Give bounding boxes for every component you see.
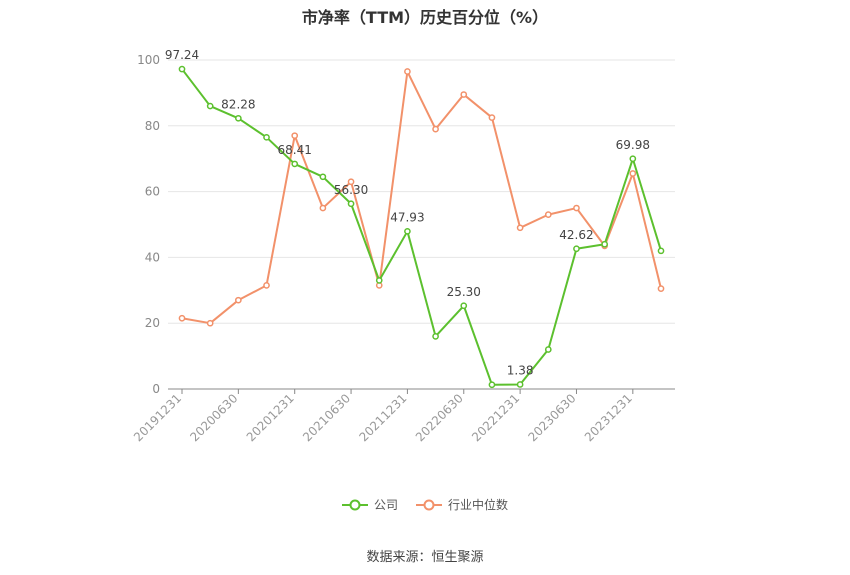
data-point-industry [460,91,468,98]
data-point-industry [657,285,665,293]
data-point-company [432,333,439,340]
data-label: 1.38 [507,363,534,377]
data-point-industry [347,178,355,186]
legend-industry-marker-icon [416,499,442,510]
data-point-industry [404,68,411,75]
y-tick-label: 80 [145,119,160,133]
data-point-industry [263,282,270,289]
data-label: 68.41 [278,143,312,157]
data-point-company [235,114,242,122]
legend-company-label: 公司 [373,498,398,512]
x-tick-label: 20230630 [526,391,579,444]
data-point-company [544,346,552,353]
data-point-company [488,381,496,389]
data-point-company [206,102,214,110]
x-tick-label: 20191231 [131,391,184,444]
data-point-company [629,155,637,163]
data-label: 69.98 [616,138,650,152]
data-point-industry [432,125,439,133]
y-tick-label: 100 [137,53,160,67]
data-point-company [291,160,299,168]
y-tick-label: 40 [145,250,160,264]
data-point-company [404,227,411,235]
data-point-company [657,247,665,255]
y-tick-label: 0 [152,382,160,396]
x-tick-label: 20201231 [244,391,297,444]
data-point-company [516,381,524,388]
x-tick-label: 20221231 [469,391,522,444]
data-point-company [319,173,327,181]
data-point-industry [488,114,496,121]
x-tick-label: 20200630 [187,391,240,444]
data-point-industry [206,319,214,327]
data-point-industry [235,296,242,304]
data-point-industry [178,314,186,322]
data-point-company [263,133,270,141]
x-tick-label: 20210630 [300,391,353,444]
data-point-company [573,245,580,253]
legend-company-marker-icon [341,499,368,510]
data-label: 25.30 [447,285,481,299]
y-tick-label: 60 [145,185,160,199]
data-point-company [178,65,186,73]
chart-title: 市净率（TTM）历史百分位（%） [301,8,549,27]
data-point-industry [319,204,327,212]
legend-industry-label: 行业中位数 [448,498,509,512]
data-point-industry [516,224,524,232]
data-point-company [347,200,355,208]
data-point-industry [629,170,637,177]
data-label: 97.24 [165,48,199,62]
series-line-industry [181,70,662,325]
data-point-company [601,240,608,248]
data-label: 42.62 [559,228,593,242]
legend-item-company[interactable]: 公司 [341,496,398,513]
data-label: 47.93 [390,210,424,224]
x-tick-label: 20211231 [356,391,409,444]
data-point-industry [291,132,299,140]
chart-legend: 公司 行业中位数 [0,496,850,513]
data-label: 56.30 [334,183,368,197]
data-label: 82.28 [221,97,255,111]
data-point-industry [573,204,580,212]
legend-item-industry[interactable]: 行业中位数 [416,496,508,513]
data-point-company [375,277,383,284]
x-tick-label: 20231231 [582,391,635,444]
y-tick-label: 20 [145,316,160,330]
data-point-industry [544,211,552,218]
data-source: 数据来源：恒生聚源 [366,550,484,565]
series-line-company [181,68,662,386]
x-tick-label: 20220630 [413,391,466,444]
data-point-company [460,302,468,310]
